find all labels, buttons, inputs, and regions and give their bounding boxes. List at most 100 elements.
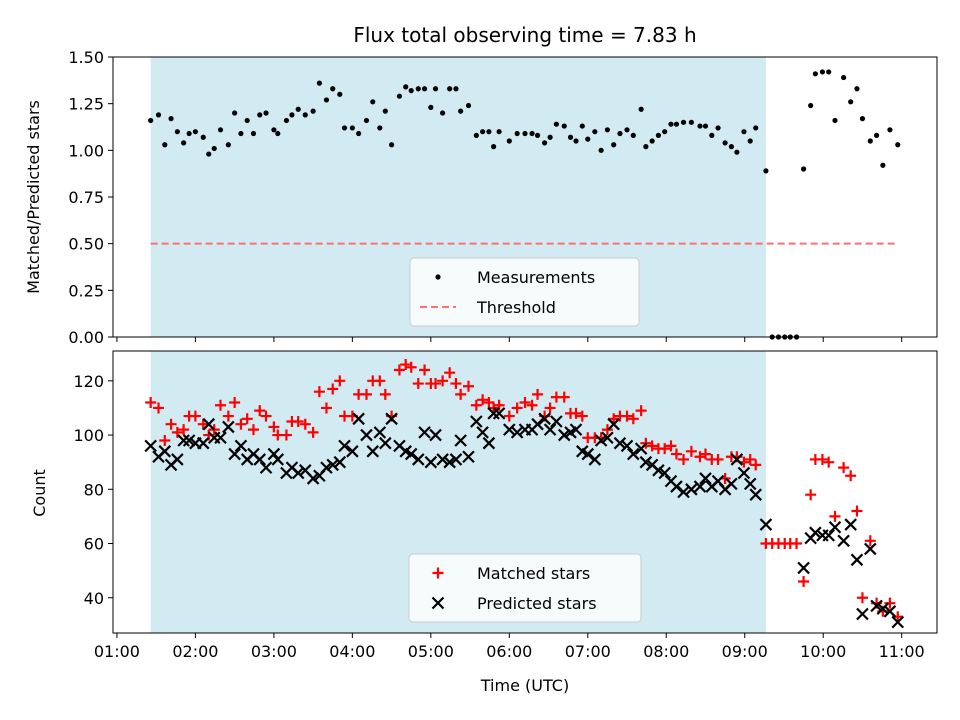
measurement-point [421, 86, 428, 92]
measurement-point [728, 144, 734, 150]
matched-star-point [165, 418, 177, 430]
matched-star-point [254, 405, 266, 417]
matched-star-point [532, 388, 544, 400]
measurement-point [709, 132, 715, 138]
measurement-point [808, 102, 814, 109]
measurement-point [522, 130, 528, 137]
measurement-point [604, 127, 611, 133]
predicted-star-point [557, 428, 571, 442]
measurement-point [232, 110, 238, 116]
matched-star-point [829, 510, 841, 522]
legend-threshold-label: Threshold [476, 298, 556, 317]
predicted-star-point [613, 436, 627, 450]
matched-star-point [450, 378, 462, 390]
matched-star-point [153, 402, 165, 414]
measurement-point [356, 130, 362, 137]
measurement-point [428, 104, 434, 110]
predicted-star-point [476, 426, 489, 439]
predicted-star-point [620, 439, 634, 453]
predicted-star-point [487, 407, 500, 420]
x-tick-label: 08:00 [643, 642, 689, 661]
predicted-star-point [607, 417, 620, 431]
matched-star-point [222, 410, 234, 422]
matched-star-point [171, 426, 183, 438]
top-legend: Measurements Threshold [409, 257, 640, 327]
predicted-star-point [234, 439, 248, 453]
measurement-point [148, 117, 154, 124]
matched-star-point [430, 378, 442, 390]
matched-star-point [299, 418, 311, 430]
matched-star-point [268, 421, 280, 433]
measurement-point [585, 136, 591, 142]
measurement-point [624, 127, 630, 133]
measurement-point [244, 117, 250, 124]
predicted-star-point [454, 434, 467, 447]
measurement-point [722, 140, 728, 146]
matched-star-point [280, 429, 292, 441]
measurement-point [283, 117, 290, 124]
predicted-star-point [725, 477, 738, 491]
measurement-point [316, 80, 322, 86]
predicted-star-point [352, 412, 365, 426]
measurement-point [323, 97, 330, 103]
chart-title: Flux total observing time = 7.83 h [353, 23, 696, 47]
predicted-star-point [443, 455, 456, 469]
measurement-point [702, 123, 709, 129]
top-y-tick-label: 0.00 [68, 328, 104, 347]
predicted-star-point [196, 436, 210, 450]
predicted-star-point [870, 599, 883, 613]
top-y-axis-label: Matched/Predicted stars [24, 100, 43, 294]
predicted-star-point [449, 453, 463, 466]
measurement-point [747, 138, 753, 144]
matched-star-point [145, 397, 157, 409]
x-tick-label: 11:00 [879, 642, 925, 661]
measurement-point [310, 108, 316, 114]
predicted-star-point [797, 561, 810, 575]
measurement-point [206, 151, 212, 157]
legend-measurement-marker [435, 274, 441, 280]
matched-star-point [519, 397, 531, 409]
predicted-star-point [677, 485, 690, 499]
matched-star-point [823, 456, 835, 468]
matched-star-point [526, 399, 538, 411]
measurement-point [763, 168, 769, 174]
measurement-point [617, 130, 623, 137]
predicted-star-point [844, 518, 857, 531]
matched-star-point [798, 575, 810, 587]
matched-star-point [313, 386, 325, 398]
measurement-point [598, 147, 604, 153]
predicted-star-point [627, 447, 640, 461]
predicted-star-point [333, 455, 347, 469]
measurement-point [341, 125, 348, 131]
matched-star-point [712, 453, 724, 465]
legend-matched-label: Matched stars [477, 564, 590, 583]
measurement-point [630, 132, 636, 138]
measurement-point [662, 129, 668, 135]
x-tick-label: 02:00 [172, 642, 218, 661]
predicted-star-point [693, 480, 707, 493]
measurement-point [250, 130, 257, 137]
matched-star-point [159, 434, 171, 446]
matched-star-point [659, 443, 671, 455]
measurement-point [257, 112, 263, 118]
measurement-point [453, 86, 459, 92]
predicted-star-point [743, 477, 757, 491]
measurement-point [895, 142, 901, 148]
predicted-star-point [510, 426, 524, 439]
bottom-y-tick-label: 60 [84, 535, 104, 554]
top-y-tick-label: 0.50 [68, 235, 104, 254]
predicted-star-point [214, 431, 227, 445]
matched-star-point [379, 388, 391, 400]
predicted-star-point [581, 447, 595, 461]
predicted-star-point [338, 439, 351, 453]
measurement-point [480, 129, 486, 135]
predicted-star-point [891, 615, 905, 629]
predicted-star-point [828, 520, 842, 534]
matched-star-point [608, 413, 620, 425]
matched-star-point [503, 410, 515, 422]
predicted-star-point [171, 453, 184, 466]
matched-star-point [744, 453, 756, 465]
measurement-point [854, 86, 860, 92]
measurement-point [649, 138, 655, 144]
x-tick-label: 09:00 [722, 642, 768, 661]
